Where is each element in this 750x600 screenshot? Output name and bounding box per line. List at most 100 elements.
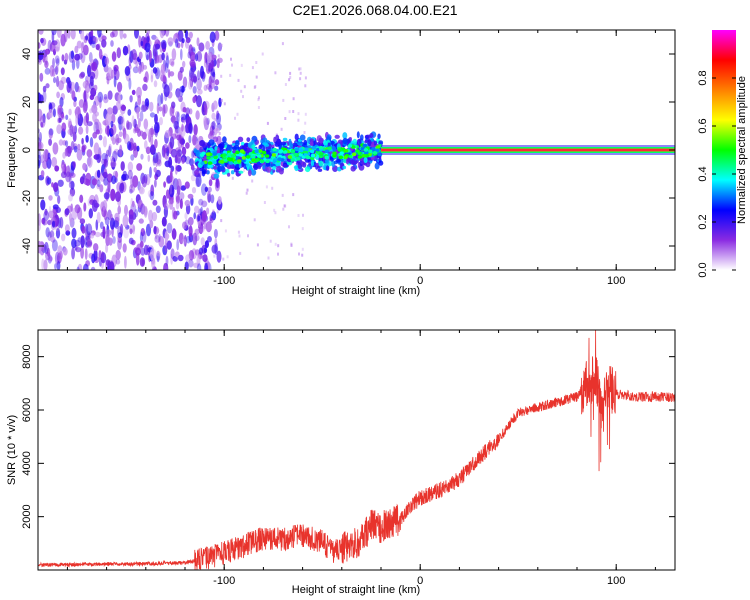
heatmap-cell (179, 66, 184, 73)
spectrogram-y-tick-label: 0 (21, 147, 33, 153)
heatmap-cell (49, 230, 55, 239)
heatmap-cell (73, 100, 77, 108)
heatmap-cell (101, 251, 105, 263)
heatmap-cell (214, 243, 219, 255)
heatmap-cell (230, 154, 236, 158)
heatmap-cell (240, 63, 243, 67)
spectrogram-plot: -100 0 100 -40 -20 0 20 40 Height of straight l… (6, 29, 676, 297)
heatmap-cell (207, 161, 213, 165)
heatmap-cell (60, 67, 65, 76)
heatmap-cell (115, 219, 120, 225)
heatmap-cell (299, 148, 304, 153)
heatmap-cell (67, 30, 71, 39)
heatmap-cell (174, 164, 178, 175)
heatmap-cell (164, 203, 169, 211)
heatmap-cell (192, 232, 198, 246)
heatmap-cell (302, 213, 304, 217)
heatmap-cell (297, 162, 302, 170)
heatmap-cell (234, 116, 236, 120)
heatmap-cell (224, 229, 227, 233)
heatmap-cell (289, 71, 292, 75)
heatmap-cell (58, 80, 64, 91)
snr-y-axis-label: SNR (10 * v/v) (6, 415, 18, 485)
heatmap-cell (53, 77, 57, 84)
heatmap-cell (281, 42, 284, 46)
heatmap-cell (138, 187, 145, 195)
heatmap-cell (46, 177, 52, 185)
heatmap-cell (110, 155, 115, 163)
heatmap-cell (93, 36, 98, 44)
heatmap-cell (219, 166, 225, 171)
heatmap-cell (62, 247, 68, 256)
heatmap-cell (213, 228, 218, 239)
heatmap-cell (175, 152, 182, 164)
heatmap-cell (137, 181, 141, 191)
heatmap-cell (58, 117, 62, 123)
heatmap-cell (274, 242, 277, 246)
heatmap-cell (57, 195, 61, 205)
heatmap-cell (152, 199, 158, 206)
heatmap-cell (213, 138, 216, 142)
heatmap-cell (208, 179, 213, 187)
heatmap-cell (154, 235, 161, 243)
heatmap-cell (84, 248, 88, 260)
heatmap-cell (181, 123, 184, 132)
spectrogram-y-tick-label: 20 (21, 96, 33, 108)
heatmap-cell (175, 192, 180, 201)
heatmap-cell (365, 134, 371, 138)
heatmap-cell (137, 118, 141, 128)
heatmap-cell (117, 205, 121, 215)
heatmap-cell (227, 152, 232, 157)
heatmap-cell (304, 84, 307, 88)
heatmap-cell (93, 243, 99, 252)
heatmap-cell (165, 55, 170, 68)
heatmap-cell (104, 57, 110, 66)
heatmap-cell (188, 122, 193, 135)
heatmap-cell (220, 43, 223, 47)
heatmap-cell (110, 188, 116, 202)
heatmap-cell (146, 54, 149, 61)
heatmap-cell (264, 154, 270, 158)
heatmap-cell (106, 107, 114, 115)
heatmap-cell (310, 160, 315, 167)
spectrogram-x-tick-label: 100 (607, 275, 625, 287)
heatmap-cell (201, 200, 208, 208)
heatmap-cell (177, 70, 183, 81)
heatmap-cell (209, 176, 212, 180)
heatmap-cell (151, 34, 157, 40)
heatmap-cell (48, 210, 54, 219)
snr-series-line (38, 330, 675, 570)
heatmap-cell (377, 133, 381, 140)
heatmap-cell (191, 187, 197, 194)
heatmap-cell (71, 227, 77, 239)
heatmap-cell (193, 124, 198, 136)
heatmap-cell (219, 142, 225, 149)
heatmap-cell (75, 247, 82, 253)
heatmap-cell (266, 166, 272, 173)
snr-x-tick-label: -100 (213, 575, 235, 587)
heatmap-cell (139, 110, 144, 122)
heatmap-cell (164, 230, 169, 244)
heatmap-cell (144, 140, 148, 150)
heatmap-cell (233, 168, 238, 173)
heatmap-cell (170, 148, 178, 158)
heatmap-cell (143, 76, 148, 83)
heatmap-cell (290, 158, 295, 162)
heatmap-cell (175, 201, 180, 210)
heatmap-cell (115, 249, 121, 260)
heatmap-cell (141, 175, 148, 188)
heatmap-cell (101, 39, 107, 48)
heatmap-cell (364, 151, 369, 155)
heatmap-cell (255, 75, 258, 79)
heatmap-cell (176, 178, 182, 191)
heatmap-cell (310, 156, 315, 161)
heatmap-cell (207, 236, 212, 243)
heatmap-cell (120, 161, 125, 171)
heatmap-cell (251, 144, 256, 150)
heatmap-cell (180, 185, 187, 191)
heatmap-cell (103, 192, 110, 200)
heatmap-cell (91, 104, 98, 114)
heatmap-cell (192, 86, 197, 94)
heatmap-cell (88, 52, 93, 63)
heatmap-cell (63, 30, 68, 43)
